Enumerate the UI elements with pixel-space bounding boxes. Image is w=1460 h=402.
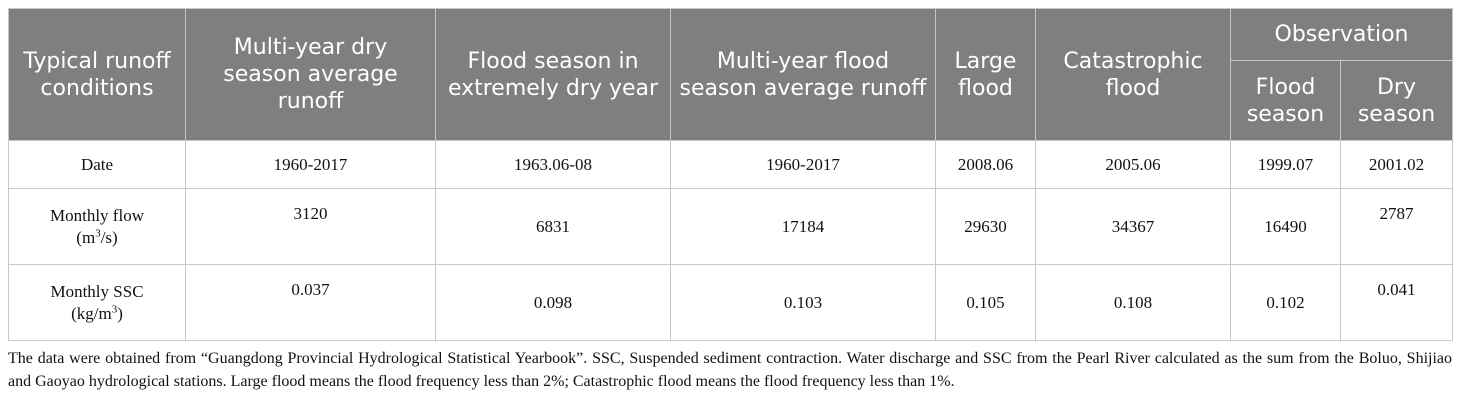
header-row: Typical runoff conditions Multi-year dry… — [8, 8, 1453, 141]
header-cell: Catastrophic flood — [1035, 8, 1231, 141]
value-cell: 17184 — [670, 188, 936, 265]
value-cell: 0.103 — [670, 264, 936, 341]
label-text: Date — [80, 154, 114, 174]
header-cell: Typical runoff conditions — [8, 8, 186, 141]
header-cell: Flood season — [1230, 60, 1341, 141]
row-label: Date — [8, 140, 186, 189]
header-cell: Multi-year flood season average runoff — [670, 8, 936, 141]
value-cell: 2008.06 — [935, 140, 1036, 189]
label-text: Monthly flow — [50, 205, 144, 225]
header-cell: Dry season — [1340, 60, 1453, 141]
header-group: Observation — [1230, 8, 1453, 61]
value-cell: 0.041 — [1340, 264, 1453, 341]
value-cell: 2005.06 — [1035, 140, 1231, 189]
value-cell: 2787 — [1340, 188, 1453, 265]
value-cell: 29630 — [935, 188, 1036, 265]
table-row: Monthly flow (m3/s) 3120 6831 17184 29630 3436… — [8, 188, 1453, 265]
value-cell: 3120 — [185, 188, 436, 265]
table-container: Typical runoff conditions Multi-year dry… — [8, 8, 1453, 341]
value-cell: 34367 — [1035, 188, 1231, 265]
value-cell: 0.105 — [935, 264, 1036, 341]
unit-sup: 3 — [111, 302, 118, 315]
value-cell: 1960-2017 — [185, 140, 436, 189]
header-cell: Multi-year dry season average runoff — [185, 8, 436, 141]
value-cell: 0.102 — [1230, 264, 1341, 341]
unit-text: /s) — [100, 227, 118, 247]
data-table: Typical runoff conditions Multi-year dry… — [8, 8, 1453, 341]
header-row: Flood season Dry season — [9, 60, 1453, 141]
row-label: Monthly SSC (kg/m3) — [8, 264, 186, 341]
unit-text: (kg/m — [71, 303, 112, 323]
value-cell: 1960-2017 — [670, 140, 936, 189]
value-cell: 0.037 — [185, 264, 436, 341]
unit-text: ) — [117, 303, 123, 323]
label-text: Monthly SSC — [50, 281, 144, 301]
row-label: Monthly flow (m3/s) — [8, 188, 186, 265]
unit-text: (m — [76, 227, 96, 247]
value-cell: 1963.06-08 — [435, 140, 671, 189]
value-cell: 2001.02 — [1340, 140, 1453, 189]
table-row: Monthly SSC (kg/m3) 0.037 0.098 0.103 0.105 0.… — [8, 264, 1453, 341]
value-cell: 16490 — [1230, 188, 1341, 265]
header-cell: Flood season in extremely dry year — [435, 8, 671, 141]
unit-sup: 3 — [95, 226, 101, 239]
footnote: The data were obtained from “Guangdong P… — [8, 350, 1452, 390]
value-cell: 6831 — [435, 188, 671, 265]
header-cell: Large flood — [935, 8, 1036, 141]
table-row: Date 1960-2017 1963.06-08 1960-2017 2008.06 2… — [8, 140, 1453, 189]
value-cell: 1999.07 — [1230, 140, 1341, 189]
value-cell: 0.108 — [1035, 264, 1231, 341]
value-cell: 0.098 — [435, 264, 671, 341]
